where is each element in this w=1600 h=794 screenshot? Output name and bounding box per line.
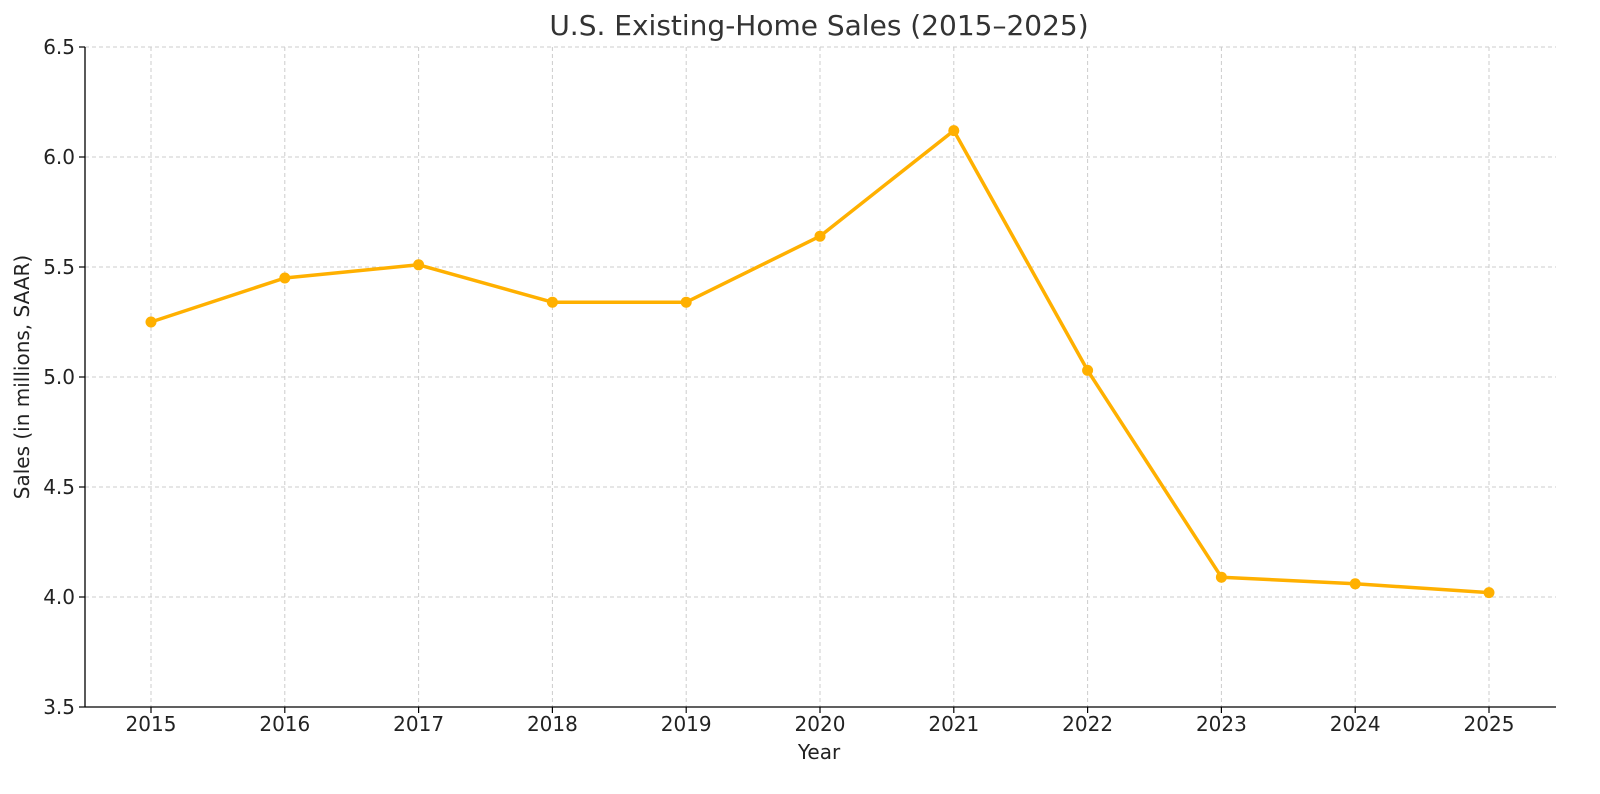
y-tick-label: 4.0 bbox=[43, 585, 75, 609]
x-tick-label: 2022 bbox=[1062, 712, 1113, 736]
x-tick-label: 2021 bbox=[928, 712, 979, 736]
data-point bbox=[145, 316, 157, 328]
y-tick-label: 5.0 bbox=[43, 365, 75, 389]
grid bbox=[85, 46, 1556, 707]
y-tick-label: 3.5 bbox=[43, 695, 75, 719]
x-tick-label: 2020 bbox=[795, 712, 846, 736]
y-tick-label: 5.5 bbox=[43, 255, 75, 279]
x-tick-label: 2019 bbox=[661, 712, 712, 736]
data-point bbox=[413, 259, 425, 271]
data-point bbox=[948, 125, 960, 137]
data-point bbox=[1483, 587, 1495, 599]
data-point bbox=[814, 230, 826, 242]
y-tick-label: 6.5 bbox=[43, 35, 75, 59]
x-tick-label: 2018 bbox=[527, 712, 578, 736]
x-tick-label: 2023 bbox=[1196, 712, 1247, 736]
data-point bbox=[279, 272, 291, 284]
x-tick-label: 2024 bbox=[1330, 712, 1381, 736]
data-point bbox=[1349, 578, 1361, 590]
x-tick-label: 2025 bbox=[1464, 712, 1515, 736]
series-layer bbox=[145, 125, 1495, 599]
data-point bbox=[546, 296, 558, 308]
y-tick-label: 4.5 bbox=[43, 475, 75, 499]
data-point bbox=[1082, 364, 1094, 376]
x-axis-title: Year bbox=[797, 740, 841, 764]
y-axis-title: Sales (in millions, SAAR) bbox=[10, 255, 34, 499]
x-tick-label: 2016 bbox=[259, 712, 310, 736]
x-tick-label: 2017 bbox=[393, 712, 444, 736]
ticks: 2015 2016 2017 2018 2019 2020 2021 2022 2023 2024… bbox=[43, 35, 1514, 736]
x-tick-label: 2015 bbox=[126, 712, 177, 736]
chart-title: U.S. Existing-Home Sales (2015–2025) bbox=[549, 9, 1088, 42]
y-tick-label: 6.0 bbox=[43, 145, 75, 169]
data-point bbox=[680, 296, 692, 308]
data-point bbox=[1215, 571, 1227, 583]
